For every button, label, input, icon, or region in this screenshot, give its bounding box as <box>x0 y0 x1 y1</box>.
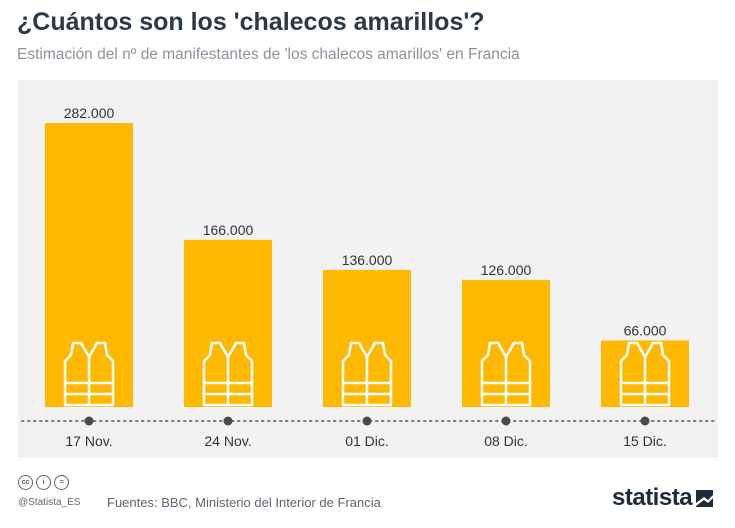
yellow-vest-icon <box>619 341 671 407</box>
x-tick-label: 01 Dic. <box>345 433 389 449</box>
license-icons: cc i = <box>18 475 69 490</box>
value-label: 282.000 <box>64 105 115 121</box>
chart-subtitle: Estimación del nº de manifestantes de 'l… <box>17 46 520 63</box>
vest-outline <box>63 341 115 407</box>
vest-outline <box>341 341 393 407</box>
x-tick-label: 08 Dic. <box>484 433 528 449</box>
logo-mark-icon <box>696 489 714 507</box>
attribution-icon: i <box>36 475 51 490</box>
no-derivatives-icon: = <box>54 475 69 490</box>
plot-area: 282.000 17 Nov. 166.000 24 Nov. 136.000 01 Di… <box>18 80 718 458</box>
value-label: 136.000 <box>342 252 393 268</box>
bar-chart: 282.000 17 Nov. 166.000 24 Nov. 136.000 01 Di… <box>21 105 715 449</box>
value-label: 126.000 <box>481 262 532 278</box>
tick-marker <box>362 416 372 426</box>
vest-outline <box>619 341 671 407</box>
vest-outline <box>480 341 532 407</box>
vest-outline <box>202 341 254 407</box>
yellow-vest-icon <box>341 341 393 407</box>
yellow-vest-icon <box>63 341 115 407</box>
logo-text: statista <box>612 484 693 511</box>
statista-logo: statista <box>612 484 714 512</box>
x-tick-label: 24 Nov. <box>204 433 251 449</box>
value-label: 66.000 <box>624 323 667 339</box>
chart-title: ¿Cuántos son los 'chalecos amarillos'? <box>17 8 485 36</box>
tick-marker <box>84 416 94 426</box>
yellow-vest-icon <box>480 341 532 407</box>
twitter-handle: @Statista_ES <box>18 497 81 508</box>
value-label: 166.000 <box>203 222 254 238</box>
cc-icon: cc <box>18 475 33 490</box>
tick-marker <box>640 416 650 426</box>
tick-marker <box>223 416 233 426</box>
tick-marker <box>501 416 511 426</box>
yellow-vest-icon <box>202 341 254 407</box>
x-tick-label: 17 Nov. <box>65 433 112 449</box>
x-tick-label: 15 Dic. <box>623 433 667 449</box>
sources-text: Fuentes: BBC, Ministerio del Interior de… <box>107 495 381 510</box>
